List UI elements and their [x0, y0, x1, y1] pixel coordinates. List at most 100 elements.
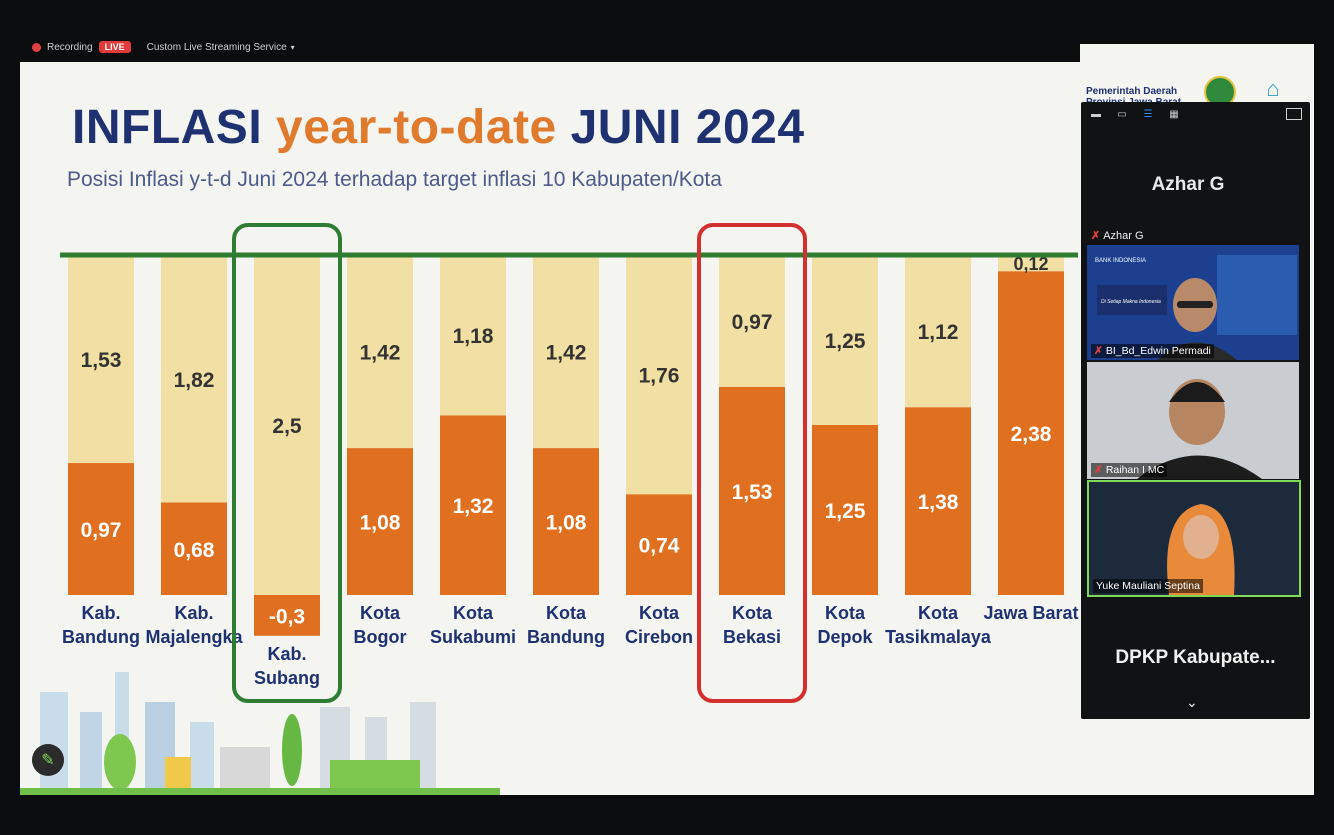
bar-lower-label: 1,08	[546, 512, 587, 535]
person-body	[1137, 455, 1262, 479]
category-label: Sukabumi	[430, 627, 516, 647]
title-part-date: JUNI 2024	[556, 101, 805, 154]
bar-upper-0	[68, 255, 134, 464]
presentation-slide: INFLASI year-to-date JUNI 2024 Posisi In…	[20, 62, 1080, 795]
bar-upper-2	[254, 255, 320, 595]
bank-indonesia-logo: ⌂	[1266, 76, 1280, 101]
bar-upper-3	[347, 255, 413, 449]
category-label: Bekasi	[723, 627, 781, 647]
bar-upper-label: 1,25	[825, 330, 866, 353]
person-face	[1183, 515, 1219, 559]
bar-upper-label: 0,97	[732, 311, 773, 334]
bar-lower-1	[161, 502, 227, 595]
inflation-bar-chart: 0,97 1,53 Kab. Bandung 0,68 1,82 Kab. Majalengk…	[60, 223, 1079, 703]
category-label: Bogor	[354, 627, 407, 647]
bar-lower-label: 0,74	[639, 535, 680, 558]
bar-upper-5	[533, 255, 599, 449]
popout-icon[interactable]	[1286, 108, 1302, 120]
bar-lower-label: 1,25	[825, 500, 866, 523]
bar-lower-label: 1,38	[918, 491, 959, 514]
participant-name: BI_Bd_Edwin Permadi	[1105, 345, 1211, 357]
bar-upper-label: 1,82	[174, 369, 215, 392]
streaming-service-label: Custom Live Streaming Service	[146, 41, 287, 53]
bar-upper-10	[998, 255, 1064, 272]
highlight-frame	[232, 223, 342, 703]
participant-name-dpkp: DPKP Kabupate...	[1115, 647, 1276, 668]
panel-toolbar: ▬ ▭ ☰ ▦	[1081, 102, 1310, 126]
participant-name-tag: ✗ BI_Bd_Edwin Permadi	[1091, 344, 1214, 358]
screen-bottom-edge	[0, 798, 1334, 835]
bar-upper-label: 1,53	[81, 349, 122, 372]
bar-lower-7	[719, 386, 785, 595]
bar-upper-label: 1,18	[453, 325, 494, 348]
bar-upper-8	[812, 255, 878, 425]
participant-tile-edwin[interactable]: BANK INDONESIA Di Setiap Makna Indonesia…	[1087, 245, 1299, 360]
slide-title: INFLASI year-to-date JUNI 2024	[72, 100, 805, 155]
host-mic-row: ✗ Azhar G	[1091, 229, 1144, 242]
category-label: Kota	[732, 603, 773, 623]
bar-upper-7	[719, 255, 785, 387]
bar-lower-label: 1,08	[360, 512, 401, 535]
participant-video-raihan	[1087, 362, 1299, 479]
gov-line-1: Pemerintah Daerah	[1086, 86, 1178, 97]
participant-video-yuke	[1089, 482, 1299, 595]
category-label: Kota	[360, 603, 401, 623]
category-label: Kab.	[81, 603, 120, 623]
category-label: Subang	[254, 668, 320, 688]
bi-banner-strip	[1097, 285, 1167, 315]
category-label: Depok	[817, 627, 873, 647]
recording-dot-icon	[32, 42, 41, 52]
slide-subtitle: Posisi Inflasi y-t-d Juni 2024 terhadap …	[67, 168, 722, 191]
bar-lower-9	[905, 407, 971, 595]
annotate-pencil-button[interactable]: ✎	[32, 744, 64, 776]
skyline-tree	[104, 734, 136, 790]
category-label: Jawa Barat	[983, 603, 1078, 623]
highlight-frame	[697, 223, 807, 703]
person-glasses	[1177, 301, 1213, 308]
active-speaker-name: Azhar G	[1151, 174, 1225, 195]
person-hair	[1169, 382, 1225, 402]
filmstrip-view-icon[interactable]: ☰	[1143, 108, 1153, 120]
category-label: Majalengka	[145, 627, 243, 647]
minimize-icon[interactable]: ▬	[1091, 108, 1101, 120]
bar-lower-3	[347, 448, 413, 595]
participant-tile-raihan[interactable]: ✗ Raihan I MC	[1087, 362, 1299, 479]
participant-name-tag: Yuke Mauliani Septina	[1093, 579, 1203, 593]
bar-upper-label: 1,76	[639, 365, 680, 388]
streaming-service-dropdown[interactable]: Custom Live Streaming Service ▾	[147, 42, 295, 53]
bi-banner-text: Di Setiap Makna Indonesia	[1101, 299, 1161, 305]
bar-upper-9	[905, 255, 971, 408]
gallery-view-icon[interactable]: ▦	[1169, 108, 1179, 120]
skyline-building	[220, 747, 270, 795]
bar-lower-10	[998, 271, 1064, 595]
skyline-building	[40, 692, 68, 795]
category-label: Kab.	[267, 644, 306, 664]
participant-name-tag: ✗ Raihan I MC	[1091, 463, 1168, 477]
live-badge: LIVE	[98, 41, 131, 53]
bar-upper-label: 2,5	[272, 415, 302, 438]
category-label: Kota	[825, 603, 866, 623]
participant-video-edwin: BANK INDONESIA Di Setiap Makna Indonesia	[1087, 245, 1299, 360]
bar-upper-label: 1,12	[918, 321, 959, 344]
skyline-building	[190, 722, 214, 795]
host-name-small: Azhar G	[1103, 230, 1144, 242]
title-part-inflasi: INFLASI	[72, 101, 276, 154]
bar-lower-label: -0,3	[269, 605, 305, 628]
speaker-view-icon[interactable]: ▭	[1117, 108, 1127, 120]
category-label: Kota	[639, 603, 680, 623]
video-participants-panel: ▬ ▭ ☰ ▦ Azhar G ✗ Azhar G BANK INDONESIA …	[1081, 102, 1310, 719]
bar-lower-2	[254, 595, 320, 636]
category-label: Kota	[918, 603, 959, 623]
participant-tile-yuke[interactable]: Yuke Mauliani Septina	[1087, 480, 1301, 597]
skyline-building	[80, 712, 102, 795]
bar-lower-6	[626, 494, 692, 595]
bar-lower-0	[68, 463, 134, 595]
skyline-ground	[20, 788, 500, 795]
bar-lower-label: 0,97	[81, 519, 122, 542]
bar-lower-label: 0,68	[174, 539, 215, 562]
chevron-down-icon[interactable]: ⌄	[1186, 694, 1198, 710]
bar-upper-label: 1,42	[360, 342, 401, 365]
bar-lower-8	[812, 425, 878, 595]
participant-name: Raihan I MC	[1105, 464, 1165, 476]
bar-upper-label: 0,12	[1013, 254, 1048, 274]
